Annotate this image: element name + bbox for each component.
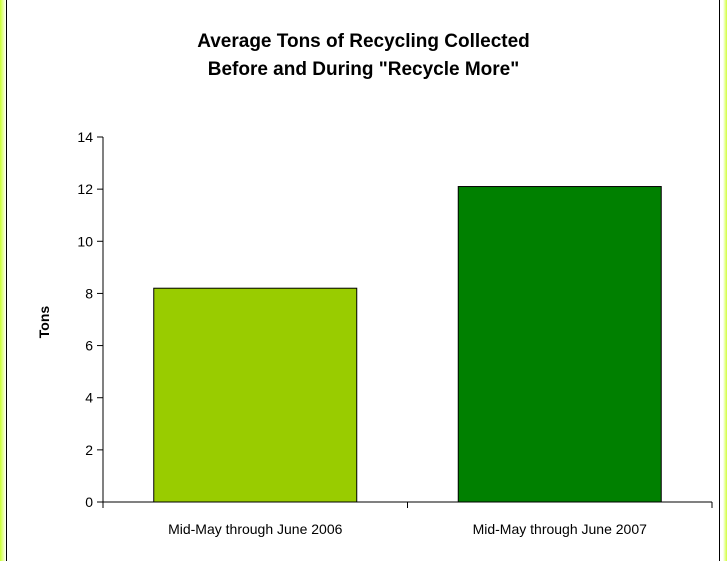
y-tick-label: 10 bbox=[77, 233, 93, 249]
right-edge-accent bbox=[723, 0, 727, 561]
y-tick-label: 2 bbox=[85, 442, 93, 458]
y-tick-label: 6 bbox=[85, 338, 93, 354]
chart-title: Average Tons of Recycling Collected Befo… bbox=[0, 28, 727, 84]
left-edge-accent bbox=[0, 0, 6, 561]
y-tick-label: 14 bbox=[77, 129, 93, 145]
x-tick-label: Mid-May through June 2006 bbox=[168, 521, 343, 537]
y-tick-label: 12 bbox=[77, 181, 93, 197]
y-tick-label: 0 bbox=[85, 494, 93, 510]
bar-2 bbox=[457, 186, 662, 503]
chart-title-line-1: Average Tons of Recycling Collected bbox=[197, 31, 530, 52]
x-tick-label: Mid-May through June 2007 bbox=[473, 521, 648, 537]
chart-title-line-2: Before and During "Recycle More" bbox=[207, 59, 520, 80]
bar-1 bbox=[153, 287, 358, 503]
y-tick-label: 4 bbox=[85, 390, 93, 406]
y-tick-label: 8 bbox=[85, 285, 93, 301]
